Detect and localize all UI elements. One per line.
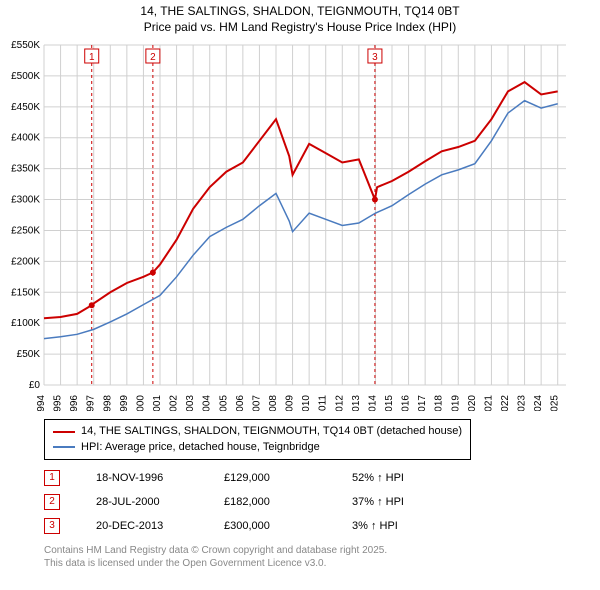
svg-text:2017: 2017 bbox=[417, 395, 428, 411]
svg-text:2009: 2009 bbox=[285, 395, 296, 411]
svg-text:£300K: £300K bbox=[11, 195, 40, 206]
marker-price: £300,000 bbox=[224, 520, 316, 532]
chart-svg: £0 £50K £100K £150K £200K £250K £300K £350K £400… bbox=[2, 41, 572, 411]
svg-text:2025: 2025 bbox=[550, 395, 561, 411]
svg-text:£150K: £150K bbox=[11, 287, 40, 298]
svg-text:1996: 1996 bbox=[69, 395, 80, 411]
legend-label: 14, THE SALTINGS, SHALDON, TEIGNMOUTH, T… bbox=[81, 424, 462, 439]
svg-text:2005: 2005 bbox=[218, 395, 229, 411]
svg-text:£500K: £500K bbox=[11, 71, 40, 82]
svg-text:2018: 2018 bbox=[434, 395, 445, 411]
svg-text:2021: 2021 bbox=[483, 395, 494, 411]
title-line2: Price paid vs. HM Land Registry's House … bbox=[0, 20, 600, 36]
svg-text:2023: 2023 bbox=[517, 395, 528, 411]
legend-swatch bbox=[53, 446, 75, 448]
marker-price: £129,000 bbox=[224, 472, 316, 484]
svg-text:2024: 2024 bbox=[533, 395, 544, 411]
price-chart: £0 £50K £100K £150K £200K £250K £300K £350K £400… bbox=[2, 41, 572, 411]
svg-text:2011: 2011 bbox=[318, 395, 329, 411]
svg-text:2007: 2007 bbox=[251, 395, 262, 411]
svg-text:2: 2 bbox=[150, 52, 156, 63]
marker-delta: 52% ↑ HPI bbox=[352, 472, 444, 484]
legend-item: HPI: Average price, detached house, Teig… bbox=[53, 440, 462, 455]
svg-text:3: 3 bbox=[372, 52, 378, 63]
svg-text:2012: 2012 bbox=[334, 395, 345, 411]
svg-text:£200K: £200K bbox=[11, 257, 40, 268]
svg-text:1994: 1994 bbox=[36, 395, 47, 411]
legend-item: 14, THE SALTINGS, SHALDON, TEIGNMOUTH, T… bbox=[53, 424, 462, 439]
svg-text:2004: 2004 bbox=[202, 395, 213, 411]
svg-text:1998: 1998 bbox=[102, 395, 113, 411]
svg-text:1997: 1997 bbox=[86, 395, 97, 411]
svg-text:2010: 2010 bbox=[301, 395, 312, 411]
svg-text:£0: £0 bbox=[29, 380, 41, 391]
svg-text:2022: 2022 bbox=[500, 395, 511, 411]
title-line1: 14, THE SALTINGS, SHALDON, TEIGNMOUTH, T… bbox=[0, 4, 600, 20]
svg-text:2016: 2016 bbox=[401, 395, 412, 411]
svg-text:2006: 2006 bbox=[235, 395, 246, 411]
svg-text:2014: 2014 bbox=[367, 395, 378, 411]
svg-text:2000: 2000 bbox=[135, 395, 146, 411]
svg-text:2003: 2003 bbox=[185, 395, 196, 411]
marker-delta: 3% ↑ HPI bbox=[352, 520, 444, 532]
marker-number-box: 2 bbox=[44, 494, 60, 510]
svg-text:2015: 2015 bbox=[384, 395, 395, 411]
svg-text:£450K: £450K bbox=[11, 102, 40, 113]
marker-date: 28-JUL-2000 bbox=[96, 496, 188, 508]
svg-text:1995: 1995 bbox=[53, 395, 64, 411]
svg-text:2019: 2019 bbox=[450, 395, 461, 411]
svg-text:£250K: £250K bbox=[11, 226, 40, 237]
marker-date: 20-DEC-2013 bbox=[96, 520, 188, 532]
svg-text:£350K: £350K bbox=[11, 164, 40, 175]
svg-text:£400K: £400K bbox=[11, 133, 40, 144]
footer-line1: Contains HM Land Registry data © Crown c… bbox=[44, 544, 600, 557]
marker-row: 2 28-JUL-2000 £182,000 37% ↑ HPI bbox=[44, 490, 600, 514]
marker-number-box: 3 bbox=[44, 518, 60, 534]
marker-price: £182,000 bbox=[224, 496, 316, 508]
svg-text:1: 1 bbox=[89, 52, 95, 63]
footer-attribution: Contains HM Land Registry data © Crown c… bbox=[44, 544, 600, 570]
marker-number-box: 1 bbox=[44, 470, 60, 486]
svg-text:2002: 2002 bbox=[169, 395, 180, 411]
marker-delta: 37% ↑ HPI bbox=[352, 496, 444, 508]
svg-text:£100K: £100K bbox=[11, 318, 40, 329]
marker-table: 1 18-NOV-1996 £129,000 52% ↑ HPI 2 28-JUL-200… bbox=[44, 466, 600, 538]
marker-row: 1 18-NOV-1996 £129,000 52% ↑ HPI bbox=[44, 466, 600, 490]
legend-swatch bbox=[53, 431, 75, 433]
svg-text:2008: 2008 bbox=[268, 395, 279, 411]
footer-line2: This data is licensed under the Open Gov… bbox=[44, 557, 600, 570]
svg-text:2020: 2020 bbox=[467, 395, 478, 411]
svg-text:2001: 2001 bbox=[152, 395, 163, 411]
svg-text:1999: 1999 bbox=[119, 395, 130, 411]
svg-text:£550K: £550K bbox=[11, 41, 40, 51]
chart-title: 14, THE SALTINGS, SHALDON, TEIGNMOUTH, T… bbox=[0, 0, 600, 41]
marker-date: 18-NOV-1996 bbox=[96, 472, 188, 484]
legend: 14, THE SALTINGS, SHALDON, TEIGNMOUTH, T… bbox=[44, 419, 471, 460]
legend-label: HPI: Average price, detached house, Teig… bbox=[81, 440, 320, 455]
svg-text:£50K: £50K bbox=[17, 349, 41, 360]
svg-text:2013: 2013 bbox=[351, 395, 362, 411]
marker-row: 3 20-DEC-2013 £300,000 3% ↑ HPI bbox=[44, 514, 600, 538]
